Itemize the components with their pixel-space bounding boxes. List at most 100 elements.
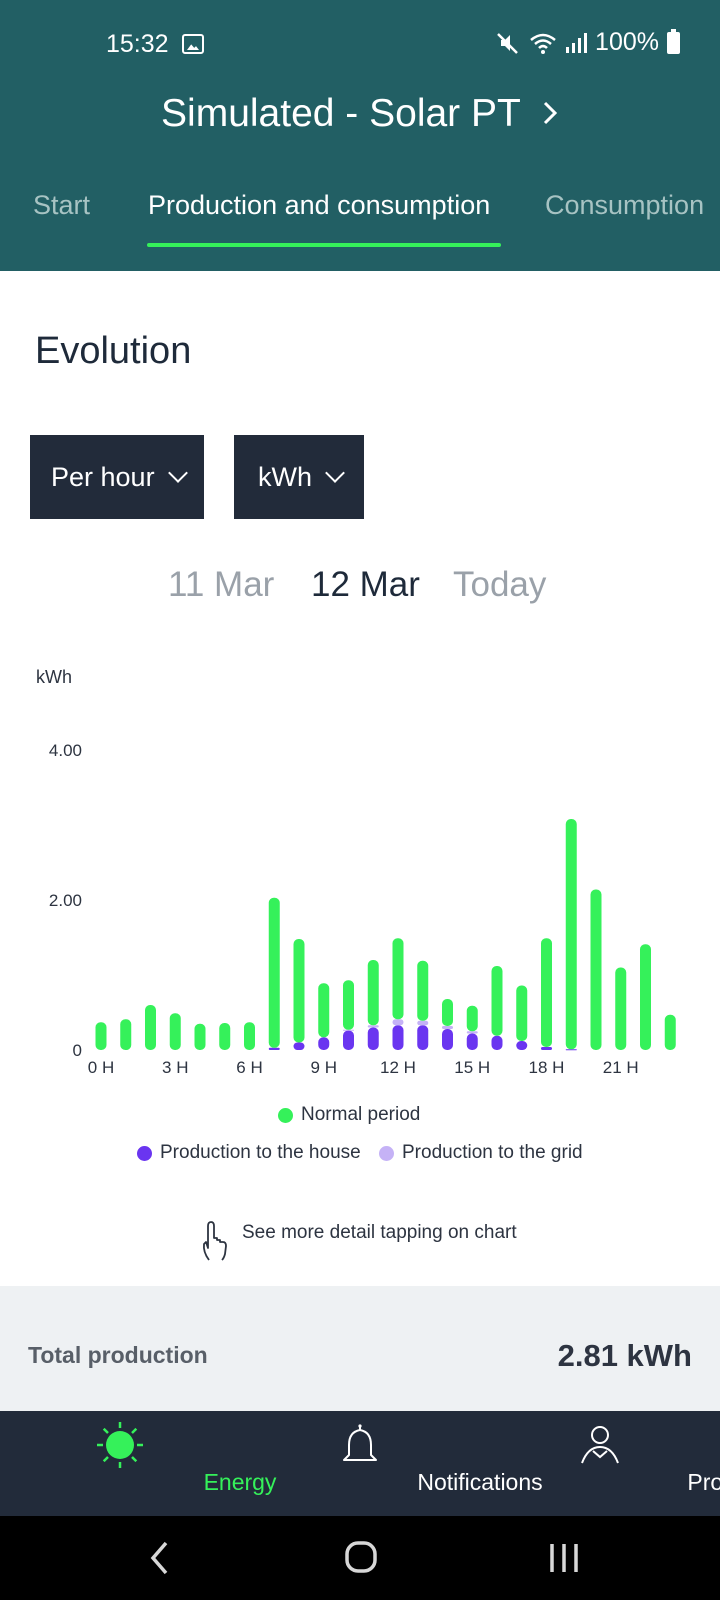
nav-profile-label: Profile	[687, 1469, 720, 1495]
bar-normal-period[interactable]	[169, 1013, 181, 1050]
bar-production-to-the-house[interactable]	[318, 1037, 330, 1050]
bar-production-to-the-grid[interactable]	[343, 1029, 354, 1031]
nav-notifications-label: Notifications	[417, 1469, 543, 1495]
legend-label-grid: Production to the grid	[402, 1142, 583, 1163]
bar-normal-period[interactable]	[442, 999, 453, 1026]
page-title: Simulated - Solar PT	[161, 92, 521, 135]
nav-energy[interactable]: Energy	[0, 1411, 276, 1516]
y-axis-unit-label: kWh	[36, 667, 72, 687]
nav-profile[interactable]: Profile	[480, 1411, 720, 1516]
battery-percent: 100%	[595, 28, 659, 56]
bar-normal-period[interactable]	[219, 1023, 231, 1050]
unit-dropdown-value: kWh	[258, 461, 312, 492]
x-tick-label: 12 H	[380, 1058, 416, 1077]
unit-dropdown[interactable]: kWh	[234, 435, 364, 519]
bar-normal-period[interactable]	[120, 1019, 132, 1050]
period-dropdown[interactable]: Per hour	[30, 435, 204, 519]
y-tick-label: 0	[73, 1041, 82, 1060]
person-icon	[581, 1426, 619, 1464]
bar-normal-period[interactable]	[590, 889, 602, 1051]
x-tick-label: 21 H	[603, 1058, 639, 1077]
tap-hand-icon	[202, 1221, 227, 1261]
bar-production-to-the-house[interactable]	[491, 1035, 503, 1050]
bar-production-to-the-grid[interactable]	[367, 1025, 379, 1028]
bar-production-to-the-house[interactable]	[442, 1029, 453, 1050]
back-icon[interactable]	[148, 1540, 172, 1576]
active-tab-indicator	[147, 243, 501, 247]
bar-production-to-the-grid[interactable]	[392, 1019, 404, 1026]
tab-bar: Start Production and consumption Consump…	[0, 186, 720, 256]
bar-production-to-the-grid[interactable]	[417, 1020, 429, 1026]
bar-normal-period[interactable]	[343, 980, 354, 1030]
bar-production-to-the-house[interactable]	[343, 1030, 354, 1051]
chevron-down-icon	[167, 463, 188, 483]
bar-normal-period[interactable]	[615, 967, 627, 1051]
nav-energy-label: Energy	[203, 1469, 277, 1495]
bar-normal-period[interactable]	[640, 944, 651, 1050]
bar-normal-period[interactable]	[367, 960, 379, 1026]
bar-normal-period[interactable]	[565, 819, 577, 1050]
date-current[interactable]: 12 Mar	[311, 565, 420, 604]
bottom-navigation: Energy Notifications Profile	[0, 1411, 720, 1516]
bell-icon	[343, 1424, 377, 1461]
bar-production-to-the-house[interactable]	[466, 1033, 478, 1051]
legend-dot-normal	[278, 1107, 293, 1123]
bar-production-to-the-house[interactable]	[565, 1049, 577, 1051]
bar-production-to-the-house[interactable]	[268, 1047, 280, 1050]
bar-production-to-the-grid[interactable]	[466, 1031, 478, 1034]
bar-normal-period[interactable]	[417, 960, 429, 1021]
legend-label-house: Production to the house	[160, 1142, 361, 1163]
x-tick-label: 18 H	[529, 1058, 565, 1077]
bar-normal-period[interactable]	[466, 1005, 478, 1032]
nav-notifications[interactable]: Notifications	[240, 1411, 543, 1516]
x-tick-label: 0 H	[88, 1058, 114, 1077]
home-icon[interactable]	[344, 1540, 378, 1574]
bar-production-to-the-house[interactable]	[392, 1025, 404, 1050]
date-prev[interactable]: 11 Mar	[168, 565, 275, 604]
system-navigation-bar	[0, 1516, 720, 1600]
bar-production-to-the-house[interactable]	[417, 1025, 429, 1050]
bar-normal-period[interactable]	[664, 1014, 676, 1050]
bar-normal-period[interactable]	[541, 938, 552, 1047]
x-tick-label: 6 H	[236, 1058, 262, 1077]
legend-label-normal: Normal period	[301, 1104, 421, 1125]
tab-production-consumption[interactable]: Production and consumption	[148, 190, 491, 220]
legend-grid: Production to the grid	[379, 1142, 583, 1164]
bar-production-to-the-house[interactable]	[367, 1027, 379, 1051]
status-bar: 15:32 100%	[0, 26, 720, 66]
bar-normal-period[interactable]	[516, 985, 528, 1042]
y-tick-label: 2.00	[49, 891, 82, 910]
site-selector[interactable]: Simulated - Solar PT	[0, 92, 720, 136]
bar-normal-period[interactable]	[145, 1005, 156, 1050]
bar-production-to-the-grid[interactable]	[442, 1026, 453, 1029]
chevron-down-icon	[325, 463, 345, 483]
section-title: Evolution	[35, 330, 192, 372]
energy-bar-chart[interactable]: kWh 0 2.00 4.00 0 H 3 H 6 H 9 H 12 H 15 H 18 H 21 H	[0, 640, 720, 1100]
status-time: 15:32	[106, 30, 169, 58]
bar-normal-period[interactable]	[491, 966, 503, 1036]
bar-production-to-the-house[interactable]	[293, 1042, 305, 1051]
bar-normal-period[interactable]	[244, 1022, 255, 1050]
bar-normal-period[interactable]	[318, 983, 330, 1038]
bar-normal-period[interactable]	[392, 938, 404, 1020]
x-tick-label: 15 H	[454, 1058, 490, 1077]
x-tick-label: 3 H	[162, 1058, 188, 1077]
period-dropdown-value: Per hour	[51, 461, 155, 492]
total-production-card: Total production 2.81 kWh	[0, 1286, 720, 1411]
x-tick-label: 9 H	[311, 1058, 337, 1077]
y-tick-label: 4.00	[49, 741, 82, 760]
battery-icon	[667, 28, 680, 54]
bar-production-to-the-house[interactable]	[516, 1041, 528, 1050]
bar-normal-period[interactable]	[293, 939, 305, 1043]
bar-normal-period[interactable]	[268, 897, 280, 1048]
recents-icon[interactable]	[548, 1543, 580, 1573]
app-header: 15:32 100% Simulated - Solar	[0, 0, 720, 271]
bar-production-to-the-house[interactable]	[541, 1047, 552, 1050]
tab-start[interactable]: Start	[33, 190, 91, 220]
date-next[interactable]: Today	[453, 565, 547, 604]
tab-consumption[interactable]: Consumption	[545, 190, 705, 220]
bar-normal-period[interactable]	[95, 1022, 107, 1050]
bar-normal-period[interactable]	[194, 1023, 206, 1050]
sun-icon	[97, 1422, 143, 1468]
signal-icon	[566, 32, 588, 53]
